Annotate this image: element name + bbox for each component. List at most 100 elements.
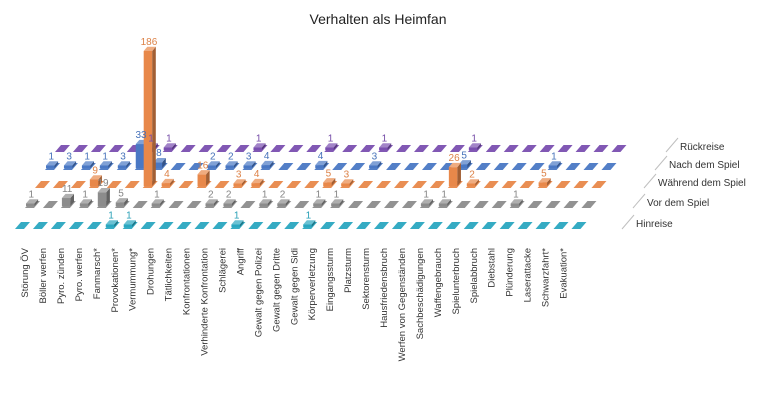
floor-tile [555,181,571,188]
bar-front [61,198,71,206]
bar [161,178,174,186]
bar-top [163,143,176,148]
category-label: Angriff [235,248,246,276]
bar-top [161,178,174,184]
bar-side [477,143,481,150]
value-label: 1 [234,211,240,222]
category-label: Plünderung [505,248,516,297]
bar-front [369,165,378,168]
category-label: Verhinderte Konfrontation [200,248,211,356]
bar [123,220,136,227]
bar-top [331,199,344,204]
value-label: 1 [82,190,88,201]
floor-tile [32,222,48,229]
bar-front [225,165,234,168]
bar [99,161,112,168]
bar-top [251,178,264,184]
value-label: 2 [228,152,234,163]
floor-tile [358,181,374,188]
category-label: Hausfriedensbruch [379,248,390,328]
value-label: 33 [135,130,147,141]
bar [448,162,461,186]
bar [458,160,471,168]
bar-top [117,161,130,166]
bar-side [216,161,220,168]
floor-tile [338,222,354,229]
bar [79,199,92,206]
floor-tile [565,163,581,170]
value-label: 26 [449,153,461,164]
value-label: 1 [328,134,334,145]
floor-tile [519,181,535,188]
floor-tile [427,222,443,229]
category-label: Waffengebrauch [433,248,444,317]
bar-side [267,199,272,206]
bar [315,160,328,168]
bar-front [161,183,171,186]
bar-side [457,162,461,186]
value-label: 1 [423,190,429,201]
floor-tile [108,145,124,152]
bar-front [259,203,268,206]
category-label: Spielabbruch [469,248,480,303]
floor-tile [475,163,491,170]
bar [261,160,274,168]
bar-front [26,203,35,206]
bar-side [261,143,266,150]
bar-top [313,199,326,204]
floor-tile [483,181,499,188]
bar [105,220,118,227]
bar-top [323,178,336,183]
category-label: Schwarzfahrt* [541,248,552,307]
floor-tile [170,163,186,170]
value-label: 3 [344,170,350,181]
floor-tile [350,163,366,170]
floor-tile [409,222,425,229]
category-label: Laserattacke [523,248,534,302]
floor-tile [198,145,214,152]
bar-top [143,46,156,51]
value-label: 1 [48,152,54,163]
bar [63,161,77,168]
bar-top [153,157,166,163]
row-edge-line [643,173,657,189]
bar-top [438,199,451,204]
bar-front [46,165,55,168]
floor-tile [140,222,156,229]
bar-side [88,199,92,206]
bar-top [548,161,561,166]
floor-tile [583,163,599,170]
value-label: 1 [256,134,262,145]
bar-front [261,165,270,168]
bar-front [251,183,260,186]
bar-side [172,143,176,150]
bar [97,188,110,206]
bar-side [241,179,246,186]
bar-top [61,193,74,199]
bar [323,178,336,186]
floor-tile [414,145,429,152]
series-label-1: Vor dem Spiel [647,198,709,209]
floor-tile [288,145,304,152]
value-label: 3 [246,152,252,163]
bar [207,161,220,168]
bar [26,199,39,206]
bar-front [466,183,476,186]
bar-side [339,199,344,206]
value-label: 4 [264,151,270,162]
bar-front [89,179,99,186]
bar-top [89,175,102,180]
bar-top [468,143,481,148]
floor-tile [529,163,545,170]
bar-top [538,178,551,183]
floor-tile [394,181,409,188]
bar [379,143,392,150]
floor-tile [553,222,569,229]
bar [223,199,236,206]
bar [117,161,130,168]
bar-front [243,165,252,168]
floor-tile [396,145,412,152]
floor-tile [493,163,509,170]
value-label: 1 [108,211,114,222]
